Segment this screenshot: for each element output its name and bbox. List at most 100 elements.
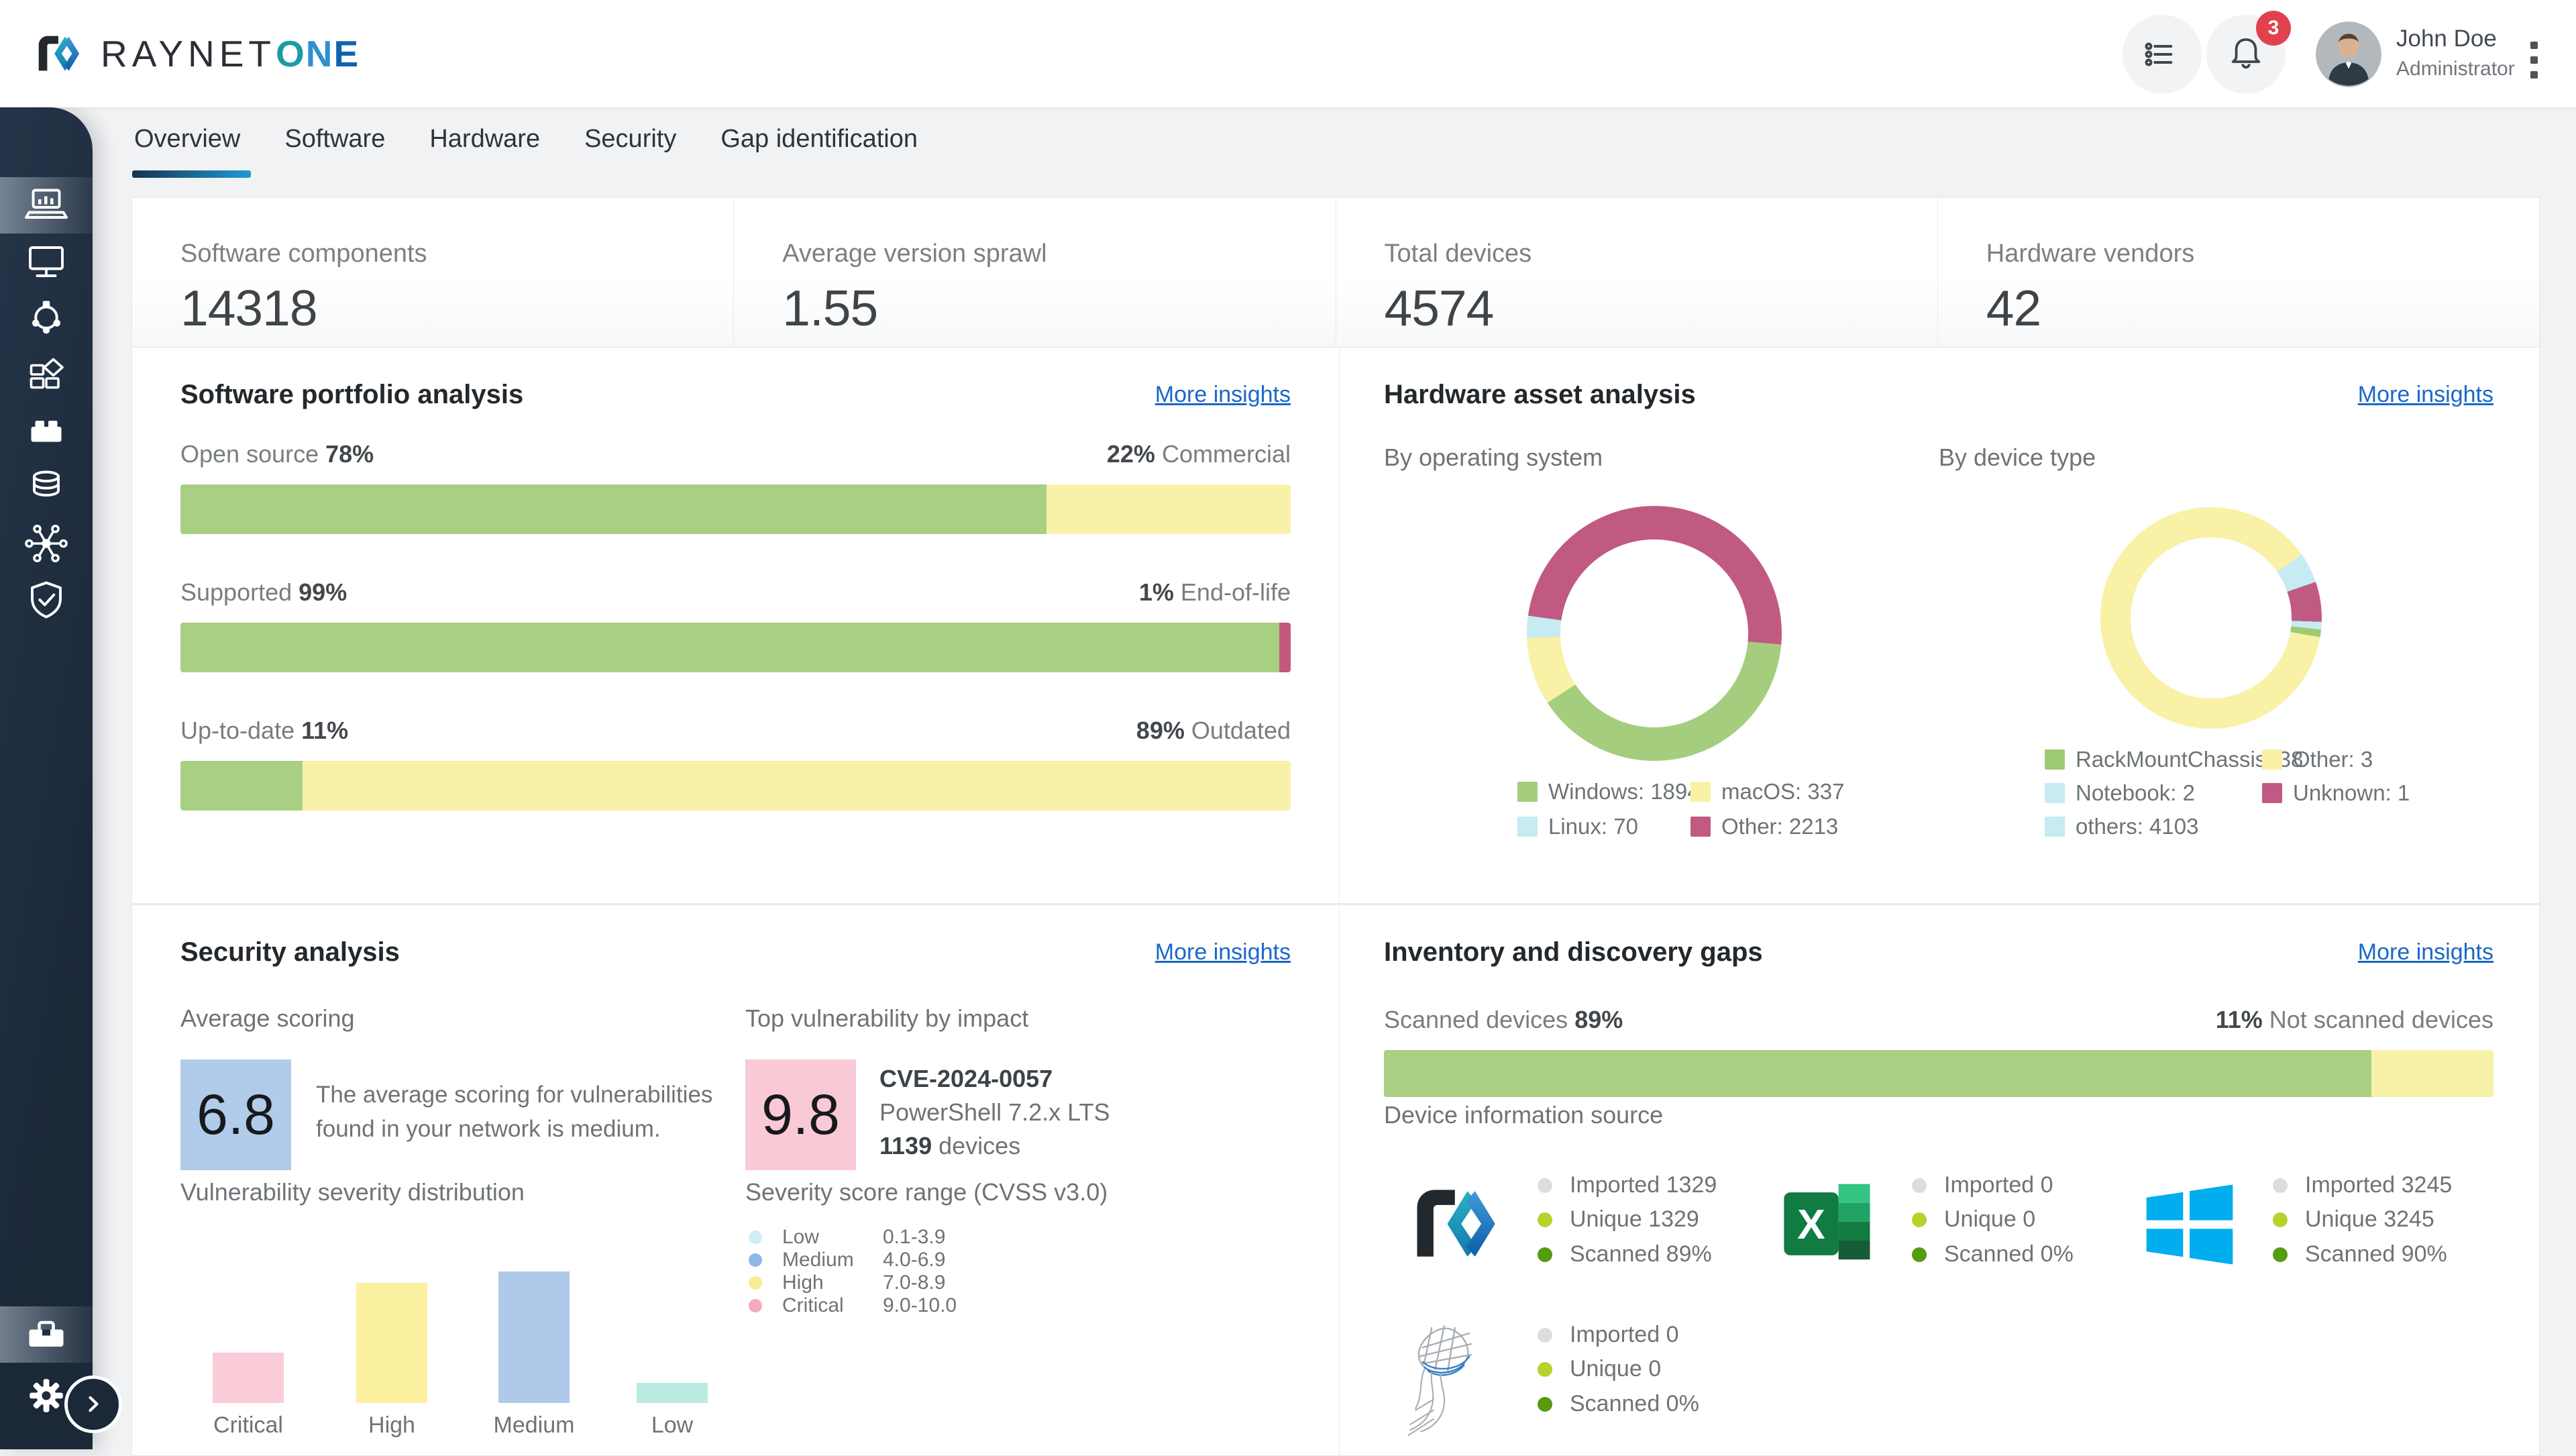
user-avatar[interactable] (2316, 21, 2381, 87)
tab-hardware[interactable]: Hardware (429, 125, 540, 178)
inventory-gaps-panel: Inventory and discovery gaps More insigh… (1340, 905, 2539, 1455)
donut-subtitle-device: By device type (1939, 444, 2096, 472)
grid-diamond-icon (22, 350, 70, 399)
brand-logo[interactable]: RAYNETONE (31, 20, 360, 87)
panel-title: Security analysis (180, 937, 400, 968)
bar-left-label: Supported 99% (180, 578, 347, 607)
sidebar-item-toolbox[interactable] (0, 1306, 93, 1363)
shield-check-icon (22, 576, 70, 624)
more-insights-link[interactable]: More insights (2358, 939, 2493, 966)
sidebar-item-devices[interactable] (0, 233, 93, 290)
brand-wordmark: RAYNETONE (101, 32, 360, 75)
user-name: John Doe (2396, 25, 2515, 52)
legend-windows: Windows: 1894 (1517, 779, 1700, 804)
gear-icon (23, 1372, 70, 1419)
legend-notebook: Notebook: 2 (2045, 780, 2195, 806)
network-nodes-icon (22, 294, 70, 342)
panel-title: Software portfolio analysis (180, 380, 523, 410)
bar-label-medium: Medium (467, 1412, 601, 1439)
sidebar-item-applications[interactable] (0, 346, 93, 403)
more-insights-link[interactable]: More insights (2358, 382, 2493, 408)
tab-security[interactable]: Security (584, 125, 676, 178)
kpi-card-row: Software components 14318 Average versio… (131, 197, 2540, 348)
source-stat-unique: Unique 3245 (2273, 1206, 2434, 1233)
tab-overview[interactable]: Overview (134, 125, 240, 178)
raynet-logo-icon (31, 28, 83, 80)
sql-server-logo (1402, 1317, 1506, 1451)
average-score-box: 6.8 (180, 1059, 291, 1170)
supported-vs-end-of-life: Supported 99% 1% End-of-life (180, 578, 1291, 672)
hub-icon (22, 519, 70, 568)
more-insights-link[interactable]: More insights (1155, 382, 1291, 408)
top-vulnerability-label: Top vulnerability by impact (745, 1004, 1028, 1033)
panel-title: Inventory and discovery gaps (1384, 937, 1763, 968)
cvss-row-medium: Medium4.0-6.9 (749, 1249, 945, 1271)
software-portfolio-panel: Software portfolio analysis More insight… (132, 348, 1340, 903)
sidebar-item-security[interactable] (0, 572, 93, 628)
source-stat-unique: Unique 1329 (1538, 1206, 1699, 1233)
kpi-value: 4574 (1385, 279, 1937, 337)
user-menu[interactable]: John Doe Administrator (2396, 25, 2515, 81)
bar-right-label: 11% Not scanned devices (2216, 1006, 2493, 1034)
split-progress-bar (180, 761, 1291, 811)
task-list-button[interactable] (2123, 15, 2202, 94)
database-icon (22, 463, 70, 511)
analysis-band-bottom: Security analysis More insights Average … (131, 904, 2540, 1456)
sidebar-item-data[interactable] (0, 459, 93, 515)
page-tabs: Overview Software Hardware Security Gap … (134, 125, 918, 178)
source-stat-imported: Imported 3245 (2273, 1172, 2452, 1198)
cve-id: CVE-2024-0057 (879, 1065, 1053, 1093)
cve-product: PowerShell 7.2.x LTS (879, 1098, 1110, 1127)
bar-critical (213, 1353, 284, 1403)
open-source-vs-commercial: Open source 78% 22% Commercial (180, 440, 1291, 534)
bar-right-label: 22% Commercial (1107, 440, 1291, 468)
severity-distribution-label: Vulnerability severity distribution (180, 1178, 525, 1206)
cve-devices: 1139 devices (879, 1132, 1020, 1160)
hardware-asset-panel: Hardware asset analysis More insights By… (1340, 348, 2539, 903)
kpi-label: Software components (180, 240, 733, 268)
sidebar-item-integrations[interactable] (0, 515, 93, 572)
sidebar-nav (0, 107, 93, 1449)
source-stat-scanned: Scanned 90% (2273, 1241, 2447, 1267)
notifications-button[interactable]: 3 (2206, 15, 2286, 94)
split-progress-bar (1384, 1050, 2493, 1097)
source-stat-unique: Unique 0 (1538, 1356, 1661, 1382)
kpi-value: 42 (1986, 279, 2539, 337)
bar-right-label: 1% End-of-life (1139, 578, 1291, 607)
notification-count-badge: 3 (2256, 11, 2291, 46)
more-insights-link[interactable]: More insights (1155, 939, 1291, 966)
tab-software[interactable]: Software (284, 125, 385, 178)
device-type-donut-chart (2100, 507, 2322, 729)
legend-unknown: Unknown: 1 (2262, 780, 2410, 806)
bar-medium (498, 1271, 570, 1403)
average-scoring-label: Average scoring (180, 1004, 355, 1033)
bar-left-label: Scanned devices 89% (1384, 1006, 1623, 1034)
os-donut-chart (1527, 506, 1782, 761)
source-stat-imported: Imported 0 (1912, 1172, 2053, 1198)
legend-linux: Linux: 70 (1517, 814, 1638, 839)
top-bar: RAYNETONE 3 John Doe Administrator (0, 0, 2576, 107)
kpi-average-version-sprawl: Average version sprawl 1.55 (733, 198, 1335, 347)
overflow-menu-button[interactable] (2524, 35, 2544, 85)
tab-gap-identification[interactable]: Gap identification (720, 125, 918, 178)
cvss-row-critical: Critical9.0-10.0 (749, 1294, 957, 1317)
sidebar-item-dashboard[interactable] (0, 177, 93, 233)
bar-label-critical: Critical (181, 1412, 315, 1439)
kpi-hardware-vendors: Hardware vendors 42 (1937, 198, 2539, 347)
device-information-source-label: Device information source (1384, 1101, 1663, 1129)
toolbox-icon (22, 1310, 70, 1359)
panel-title: Hardware asset analysis (1384, 380, 1696, 410)
security-analysis-panel: Security analysis More insights Average … (132, 905, 1340, 1455)
average-score-description: The average scoring for vulnerabilities … (316, 1078, 752, 1147)
monitor-icon (22, 238, 70, 286)
kpi-label: Hardware vendors (1986, 240, 2539, 268)
cvss-range-label: Severity score range (CVSS v3.0) (745, 1178, 1108, 1206)
kpi-value: 14318 (180, 279, 733, 337)
top-vulnerability-score-box: 9.8 (745, 1059, 856, 1170)
sidebar-item-components[interactable] (0, 403, 93, 459)
kpi-total-devices: Total devices 4574 (1336, 198, 1937, 347)
laptop-chart-icon (22, 181, 70, 229)
sidebar-item-network[interactable] (0, 290, 93, 346)
brick-icon (22, 407, 70, 455)
sidebar-expand-button[interactable] (64, 1375, 122, 1433)
